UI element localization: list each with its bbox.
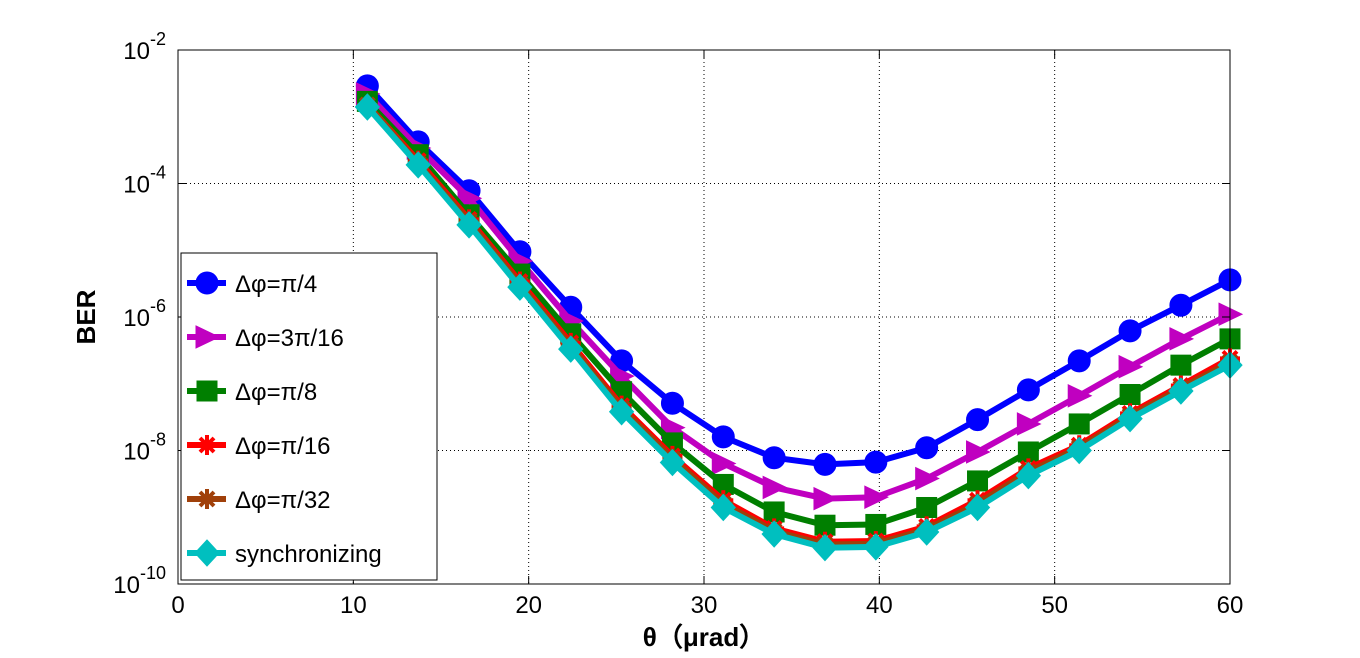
series-point — [813, 452, 837, 476]
series-point — [762, 475, 788, 500]
legend-label: Δφ=π/16 — [235, 433, 331, 460]
series-line — [365, 91, 1232, 502]
series-point — [711, 451, 737, 476]
series-point — [915, 436, 939, 460]
x-tick-label: 10 — [340, 592, 367, 619]
legend-marker — [195, 325, 221, 349]
series-point — [966, 440, 991, 464]
y-tick-base: 10 — [123, 172, 150, 199]
series-point — [711, 425, 735, 449]
legend-marker — [196, 380, 218, 402]
series-point — [915, 466, 940, 491]
legend-marker-core — [203, 495, 211, 503]
y-tick-exponent: -4 — [150, 163, 166, 183]
series-point — [456, 211, 482, 239]
y-tick-base: 10 — [123, 38, 150, 65]
legend-item: Δφ=π/4 — [187, 271, 317, 298]
series-point — [966, 408, 990, 432]
series-point — [1168, 377, 1194, 405]
y-tick-base: 10 — [123, 439, 150, 466]
series-point — [1016, 412, 1042, 436]
series-point — [964, 493, 991, 522]
series-point — [660, 391, 684, 415]
series-point — [864, 485, 889, 509]
legend-item: Δφ=π/16 — [187, 433, 331, 460]
legend-item: Δφ=π/32 — [187, 487, 331, 514]
y-tick-label: 10-4 — [123, 163, 166, 199]
x-tick-label: 40 — [866, 592, 893, 619]
legend-label: Δφ=π/32 — [235, 487, 331, 514]
series-point — [967, 470, 989, 492]
y-tick-exponent: -2 — [150, 29, 166, 49]
x-tick-label: 30 — [691, 592, 718, 619]
series-point — [1118, 354, 1144, 379]
series-line — [365, 105, 1232, 551]
y-tick-base: 10 — [123, 305, 150, 332]
legend: Δφ=π/4 Δφ=3π/16 Δφ=π/8 Δφ=π/16 Δφ=π/32 synchr… — [180, 252, 438, 581]
legend-marker — [195, 271, 219, 295]
series-point — [1066, 436, 1092, 465]
series-point — [608, 398, 635, 426]
legend-item: Δφ=3π/16 — [187, 325, 344, 352]
x-axis-label: θ（μrad） — [643, 622, 765, 652]
x-tick-label: 60 — [1217, 592, 1244, 619]
y-tick-exponent: -10 — [140, 563, 166, 583]
y-tick-base: 10 — [113, 572, 140, 599]
series-point — [1169, 327, 1195, 351]
series-point — [1015, 461, 1042, 490]
series-point — [864, 450, 888, 474]
series-point — [761, 520, 787, 548]
legend-label: Δφ=π/4 — [235, 271, 317, 298]
series-point — [1016, 378, 1040, 402]
y-tick-exponent: -6 — [150, 296, 166, 316]
series-point — [710, 493, 736, 522]
legend-label: Δφ=3π/16 — [235, 325, 344, 352]
x-tick-label: 0 — [171, 592, 184, 619]
legend-item: synchronizing — [187, 539, 382, 568]
y-tick-label: 10-8 — [123, 430, 166, 466]
series-point — [913, 518, 940, 546]
legend-marker — [194, 539, 220, 567]
series-point — [863, 533, 889, 561]
series-point — [762, 446, 786, 470]
series-point — [1068, 413, 1090, 435]
series-point — [1067, 384, 1093, 408]
series-point — [1118, 319, 1142, 343]
series-point — [1170, 354, 1192, 376]
x-tick-label: 20 — [515, 592, 542, 619]
y-tick-label: 10-6 — [123, 296, 166, 332]
legend-item: Δφ=π/8 — [187, 379, 317, 406]
legend-marker — [197, 489, 217, 509]
series-point — [507, 273, 533, 301]
y-tick-exponent: -8 — [150, 430, 166, 450]
series-point — [1169, 293, 1193, 317]
y-axis-label: BER — [71, 289, 101, 344]
y-tick-label: 10-2 — [123, 29, 166, 65]
series-point — [812, 533, 838, 562]
legend-marker — [197, 435, 217, 455]
legend-box — [180, 252, 438, 581]
series-point — [354, 93, 381, 121]
series-point — [1119, 384, 1141, 406]
y-tick-label: 10-10 — [113, 563, 166, 599]
series-point — [916, 496, 938, 518]
series-point — [659, 448, 686, 477]
x-tick-label: 50 — [1041, 592, 1068, 619]
legend-label: Δφ=π/8 — [235, 379, 317, 406]
series-point — [558, 335, 584, 363]
legend-marker-core — [203, 441, 211, 449]
legend-label: synchronizing — [235, 541, 382, 568]
series-point — [813, 486, 839, 511]
series-point — [405, 151, 431, 179]
series-point — [1067, 349, 1091, 373]
series-point — [1117, 404, 1143, 433]
